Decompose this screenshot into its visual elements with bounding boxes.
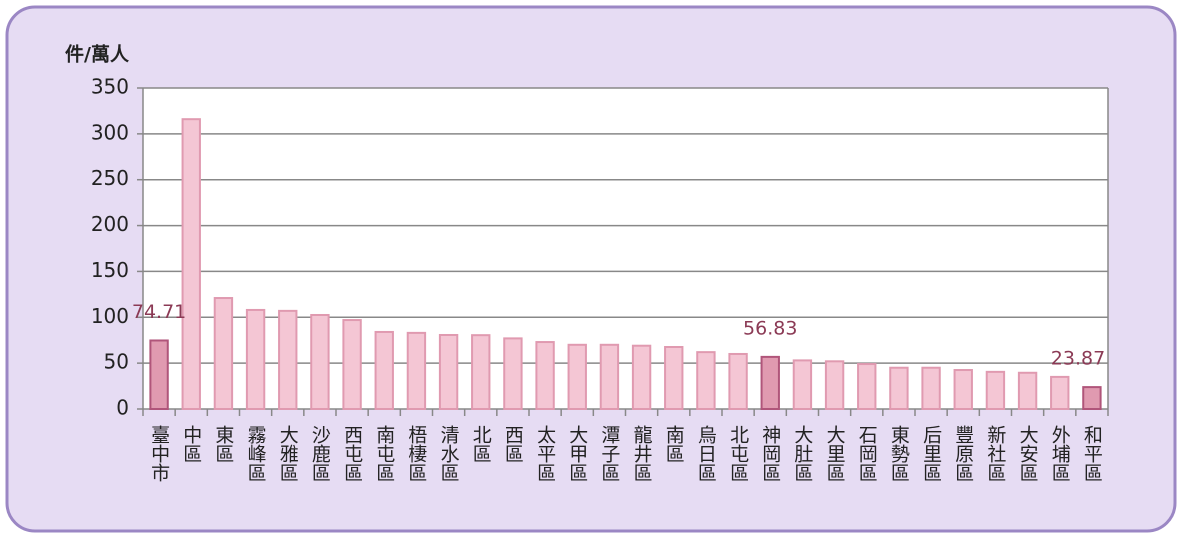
bar xyxy=(310,313,330,410)
bar xyxy=(406,331,427,410)
bar xyxy=(278,309,298,411)
y-tick-label: 150 xyxy=(91,258,129,282)
bar xyxy=(953,369,973,410)
x-tick-label: 中區 xyxy=(180,425,202,463)
bar xyxy=(889,366,909,411)
bar xyxy=(599,343,620,410)
x-tick-label: 沙鹿區 xyxy=(309,425,331,482)
y-tick-label: 50 xyxy=(104,350,129,374)
x-tick-label: 太平區 xyxy=(534,425,556,482)
x-tick-label: 西區 xyxy=(502,425,524,463)
x-tick-label: 南區 xyxy=(663,425,685,463)
x-tick-label: 霧峰區 xyxy=(245,425,267,482)
x-tick-label: 北屯區 xyxy=(727,425,749,482)
bar xyxy=(921,366,941,411)
bar xyxy=(1017,371,1038,410)
value-label: 74.71 xyxy=(132,301,186,323)
bar xyxy=(567,343,587,410)
x-tick-label: 東區 xyxy=(212,425,234,463)
bar xyxy=(985,370,1006,410)
x-tick-label: 烏日區 xyxy=(695,425,717,482)
y-tick-label: 100 xyxy=(91,304,129,328)
x-tick-label: 南屯區 xyxy=(373,425,395,482)
x-tick-label: 大雅區 xyxy=(277,425,299,482)
y-axis-label: 件/萬人 xyxy=(65,43,130,66)
bar xyxy=(471,334,491,411)
bar xyxy=(181,118,201,410)
bar xyxy=(1050,375,1070,410)
y-tick-label: 0 xyxy=(116,396,129,420)
bar xyxy=(213,297,234,411)
x-tick-label: 和平區 xyxy=(1081,425,1103,482)
bar xyxy=(535,341,555,411)
y-tick-label: 250 xyxy=(91,166,129,190)
y-tick-label: 350 xyxy=(91,75,129,99)
y-tick-label: 300 xyxy=(91,120,129,144)
bar xyxy=(149,339,169,410)
x-tick-label: 大安區 xyxy=(1017,425,1039,482)
bar xyxy=(760,355,780,411)
x-tick-label: 后里區 xyxy=(920,425,942,482)
x-tick-label: 臺中市 xyxy=(148,425,170,482)
x-tick-label: 西屯區 xyxy=(341,425,363,482)
bar xyxy=(631,344,652,410)
x-tick-label: 豐原區 xyxy=(952,425,974,482)
bar xyxy=(374,330,394,410)
bar xyxy=(696,351,716,411)
x-tick-label: 新社區 xyxy=(984,425,1006,482)
x-tick-label: 石岡區 xyxy=(856,425,878,482)
bar xyxy=(792,359,813,410)
x-tick-label: 大里區 xyxy=(824,425,846,482)
plot-area xyxy=(143,88,1108,409)
x-tick-label: 大甲區 xyxy=(566,425,588,482)
x-tick-label: 外埔區 xyxy=(1049,425,1071,482)
x-tick-label: 東勢區 xyxy=(888,425,910,482)
bar xyxy=(245,308,266,411)
x-tick-label: 梧棲區 xyxy=(405,425,427,482)
bar xyxy=(824,360,845,410)
bar xyxy=(342,319,362,410)
bar xyxy=(1082,386,1102,410)
bar xyxy=(728,352,748,411)
value-label: 23.87 xyxy=(1051,348,1105,370)
x-tick-label: 清水區 xyxy=(438,425,460,482)
x-tick-label: 北區 xyxy=(470,425,492,463)
bar xyxy=(664,346,684,410)
bar xyxy=(438,333,459,410)
x-tick-label: 大肚區 xyxy=(791,425,813,482)
y-tick-label: 200 xyxy=(91,212,129,236)
bar xyxy=(857,363,877,410)
bar xyxy=(503,337,523,411)
x-tick-label: 龍井區 xyxy=(631,425,653,482)
value-label: 56.83 xyxy=(743,317,797,339)
x-tick-label: 神岡區 xyxy=(759,425,781,482)
x-tick-label: 潭子區 xyxy=(598,425,620,482)
